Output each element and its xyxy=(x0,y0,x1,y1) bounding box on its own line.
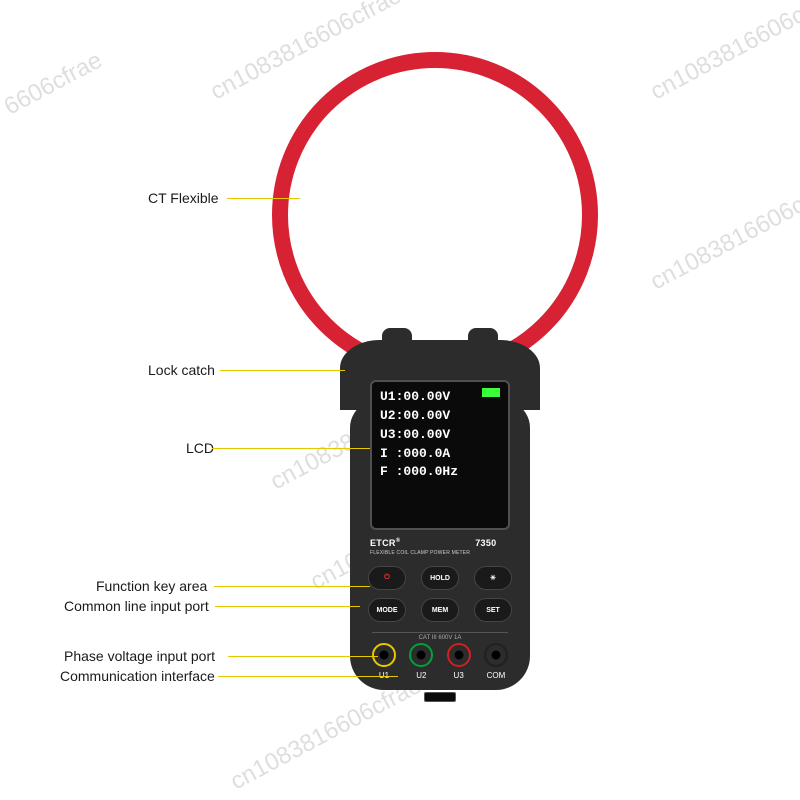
button-row-1: ⏻ HOLD ☀ xyxy=(368,566,512,590)
comm-interface-label: Communication interface xyxy=(60,668,215,684)
function-key-label: Function key area xyxy=(96,578,207,594)
ports-header: CAT III 600V 1A xyxy=(372,632,508,641)
leader-line xyxy=(228,656,378,657)
power-button[interactable]: ⏻ xyxy=(368,566,406,590)
leader-line xyxy=(220,370,345,371)
leader-line xyxy=(215,606,360,607)
brand-name: ETCR xyxy=(370,538,396,548)
input-port-com[interactable]: COM xyxy=(484,643,508,667)
lcd-line: U2:00.00V xyxy=(380,407,500,426)
leader-line xyxy=(214,586,370,587)
mem-button[interactable]: MEM xyxy=(421,598,459,622)
input-port-u1[interactable]: U1 xyxy=(372,643,396,667)
lcd-line: U3:00.00V xyxy=(380,426,500,445)
lock-catch-label: Lock catch xyxy=(148,362,215,378)
phase-voltage-label: Phase voltage input port xyxy=(64,648,215,664)
set-button[interactable]: SET xyxy=(474,598,512,622)
leader-line xyxy=(212,448,370,449)
watermark-text: cn1083816606cfrae xyxy=(646,172,800,296)
hold-button[interactable]: HOLD xyxy=(421,566,459,590)
ct-flexible-label: CT Flexible xyxy=(148,190,219,206)
battery-icon xyxy=(482,388,500,397)
lcd-label: LCD xyxy=(186,440,214,456)
device-subtitle: FLEXIBLE COIL CLAMP POWER METER xyxy=(370,550,470,556)
leader-line xyxy=(218,676,398,677)
port-group: CAT III 600V 1A U1 U2 U3 COM xyxy=(372,632,508,667)
button-row-2: MODE MEM SET xyxy=(368,598,512,622)
mode-button[interactable]: MODE xyxy=(368,598,406,622)
watermark-text: 6606cfrae xyxy=(0,47,107,122)
lcd-screen: U1:00.00VU2:00.00VU3:00.00VI :000.0AF :0… xyxy=(370,380,510,530)
input-port-u3[interactable]: U3 xyxy=(447,643,471,667)
brand-line: ETCR® 7350 xyxy=(370,538,400,548)
lcd-line: I :000.0A xyxy=(380,445,500,464)
common-line-label: Common line input port xyxy=(64,598,209,614)
port-label: COM xyxy=(487,671,506,680)
model-number: 7350 xyxy=(475,538,496,548)
communication-port[interactable] xyxy=(424,692,456,702)
clamp-meter-device: U1:00.00VU2:00.00VU3:00.00VI :000.0AF :0… xyxy=(340,340,540,740)
port-label: U3 xyxy=(454,671,464,680)
port-label: U2 xyxy=(416,671,426,680)
light-button[interactable]: ☀ xyxy=(474,566,512,590)
watermark-text: cn1083816606cfrae xyxy=(646,0,800,106)
input-port-u2[interactable]: U2 xyxy=(409,643,433,667)
flexible-coil xyxy=(270,50,600,380)
leader-line xyxy=(227,198,300,199)
lcd-line: F :000.0Hz xyxy=(380,463,500,482)
